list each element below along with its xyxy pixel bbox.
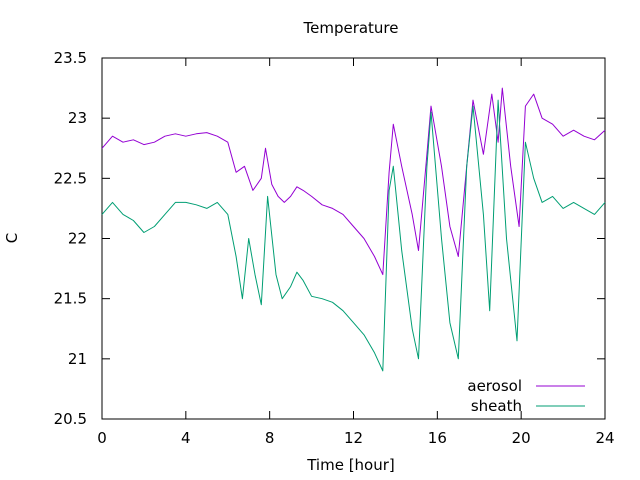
legend: aerosol sheath bbox=[467, 377, 585, 415]
x-tick-label: 20 bbox=[512, 429, 531, 447]
x-tick-label: 24 bbox=[595, 429, 614, 447]
chart-title: Temperature bbox=[302, 19, 398, 37]
y-tick-label: 23 bbox=[68, 109, 87, 127]
series-line-aerosol bbox=[101, 87, 606, 276]
x-axis-ticks: 0 4 8 12 16 20 24 bbox=[97, 58, 615, 447]
y-tick-label: 23.5 bbox=[54, 49, 87, 67]
y-tick-label: 22.5 bbox=[54, 169, 87, 187]
y-axis-label: C bbox=[3, 233, 21, 243]
y-tick-label: 21 bbox=[68, 350, 87, 368]
x-tick-label: 4 bbox=[181, 429, 191, 447]
y-tick-label: 22 bbox=[68, 230, 87, 248]
x-tick-label: 0 bbox=[97, 429, 107, 447]
legend-label-aerosol: aerosol bbox=[467, 377, 522, 395]
x-tick-label: 8 bbox=[265, 429, 275, 447]
plot-frame bbox=[101, 57, 606, 420]
series-lines bbox=[101, 87, 606, 372]
y-axis-ticks: 20.5 21 21.5 22 22.5 23 23.5 bbox=[54, 49, 605, 428]
legend-label-sheath: sheath bbox=[471, 397, 522, 415]
x-tick-label: 12 bbox=[344, 429, 363, 447]
y-tick-label: 20.5 bbox=[54, 410, 87, 428]
x-axis-label: Time [hour] bbox=[306, 456, 395, 474]
series-line-sheath bbox=[101, 99, 606, 372]
x-tick-label: 16 bbox=[428, 429, 447, 447]
y-tick-label: 21.5 bbox=[54, 290, 87, 308]
